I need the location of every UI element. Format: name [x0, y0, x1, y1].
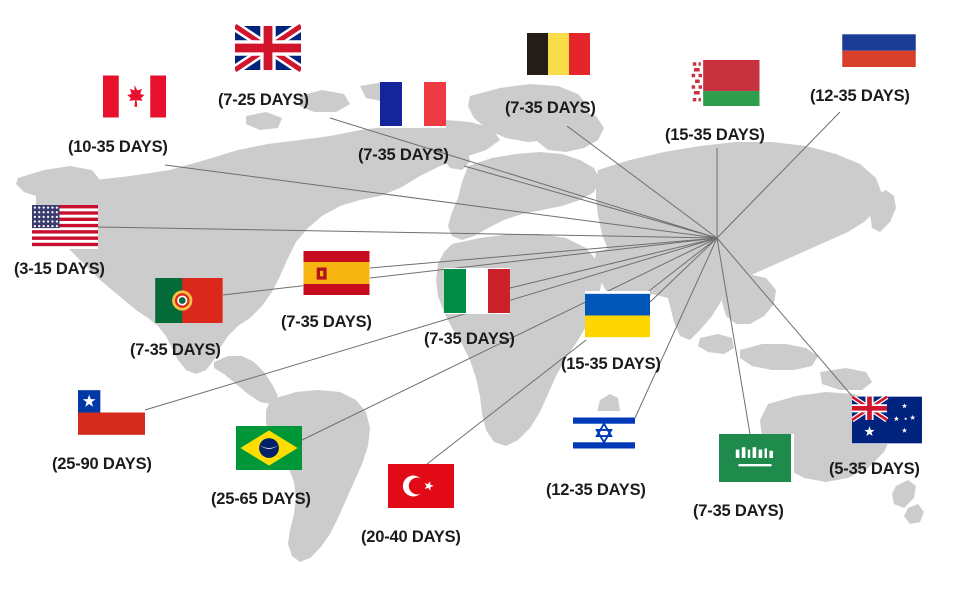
route-line-ukraine — [649, 237, 718, 303]
flag-portugal-icon — [155, 278, 223, 323]
delivery-time-label-saudi-arabia: (7-35 DAYS) — [693, 502, 784, 520]
flag-russia-icon — [838, 18, 920, 67]
delivery-time-label-united-states: (3-15 DAYS) — [14, 260, 105, 278]
delivery-time-label-italy: (7-35 DAYS) — [424, 330, 515, 348]
delivery-time-label-brazil: (25-65 DAYS) — [211, 490, 311, 508]
route-line-israel — [634, 237, 718, 419]
route-line-russia — [716, 111, 841, 239]
flag-ukraine-icon — [585, 291, 650, 340]
flag-belgium-icon — [527, 30, 590, 78]
flag-italy-icon — [444, 268, 510, 314]
route-line-canada — [164, 164, 718, 239]
delivery-time-label-ukraine: (15-35 DAYS) — [561, 355, 661, 373]
delivery-time-label-russia: (12-35 DAYS) — [810, 87, 910, 105]
delivery-time-label-spain: (7-35 DAYS) — [281, 313, 372, 331]
flag-saudi-arabia-icon — [716, 434, 794, 482]
delivery-time-label-turkey: (20-40 DAYS) — [361, 528, 461, 546]
route-line-united-kingdom — [329, 117, 718, 239]
delivery-time-label-belgium: (7-35 DAYS) — [505, 99, 596, 117]
flag-united-states-icon — [32, 205, 98, 249]
route-line-italy — [509, 237, 718, 289]
flag-chile-icon — [78, 390, 145, 435]
delivery-time-label-france: (7-35 DAYS) — [358, 146, 449, 164]
route-line-australia — [716, 237, 853, 397]
route-line-united-states — [97, 226, 718, 239]
route-line-spain — [369, 237, 718, 269]
flag-spain-icon — [303, 251, 370, 295]
delivery-time-label-portugal: (7-35 DAYS) — [130, 341, 221, 359]
route-line-turkey — [426, 237, 718, 465]
delivery-time-label-chile: (25-90 DAYS) — [52, 455, 152, 473]
route-line-chile — [144, 237, 718, 411]
route-line-saudi-arabia — [716, 237, 751, 435]
flag-israel-icon — [573, 411, 635, 455]
flag-belarus-icon — [690, 60, 760, 106]
delivery-time-label-united-kingdom: (7-25 DAYS) — [218, 91, 309, 109]
delivery-time-label-canada: (10-35 DAYS) — [68, 138, 168, 156]
delivery-time-label-australia: (5-35 DAYS) — [829, 460, 920, 478]
flag-france-icon — [380, 80, 446, 128]
flag-australia-icon — [852, 396, 922, 444]
flag-united-kingdom-icon — [235, 24, 301, 72]
route-line-brazil — [301, 237, 718, 441]
route-line-belgium — [566, 125, 718, 239]
flag-brazil-icon — [236, 426, 302, 470]
route-line-france — [463, 165, 718, 239]
flag-canada-icon — [103, 74, 166, 119]
delivery-time-label-israel: (12-35 DAYS) — [546, 481, 646, 499]
delivery-time-label-belarus: (15-35 DAYS) — [665, 126, 765, 144]
flag-turkey-icon — [388, 464, 454, 508]
